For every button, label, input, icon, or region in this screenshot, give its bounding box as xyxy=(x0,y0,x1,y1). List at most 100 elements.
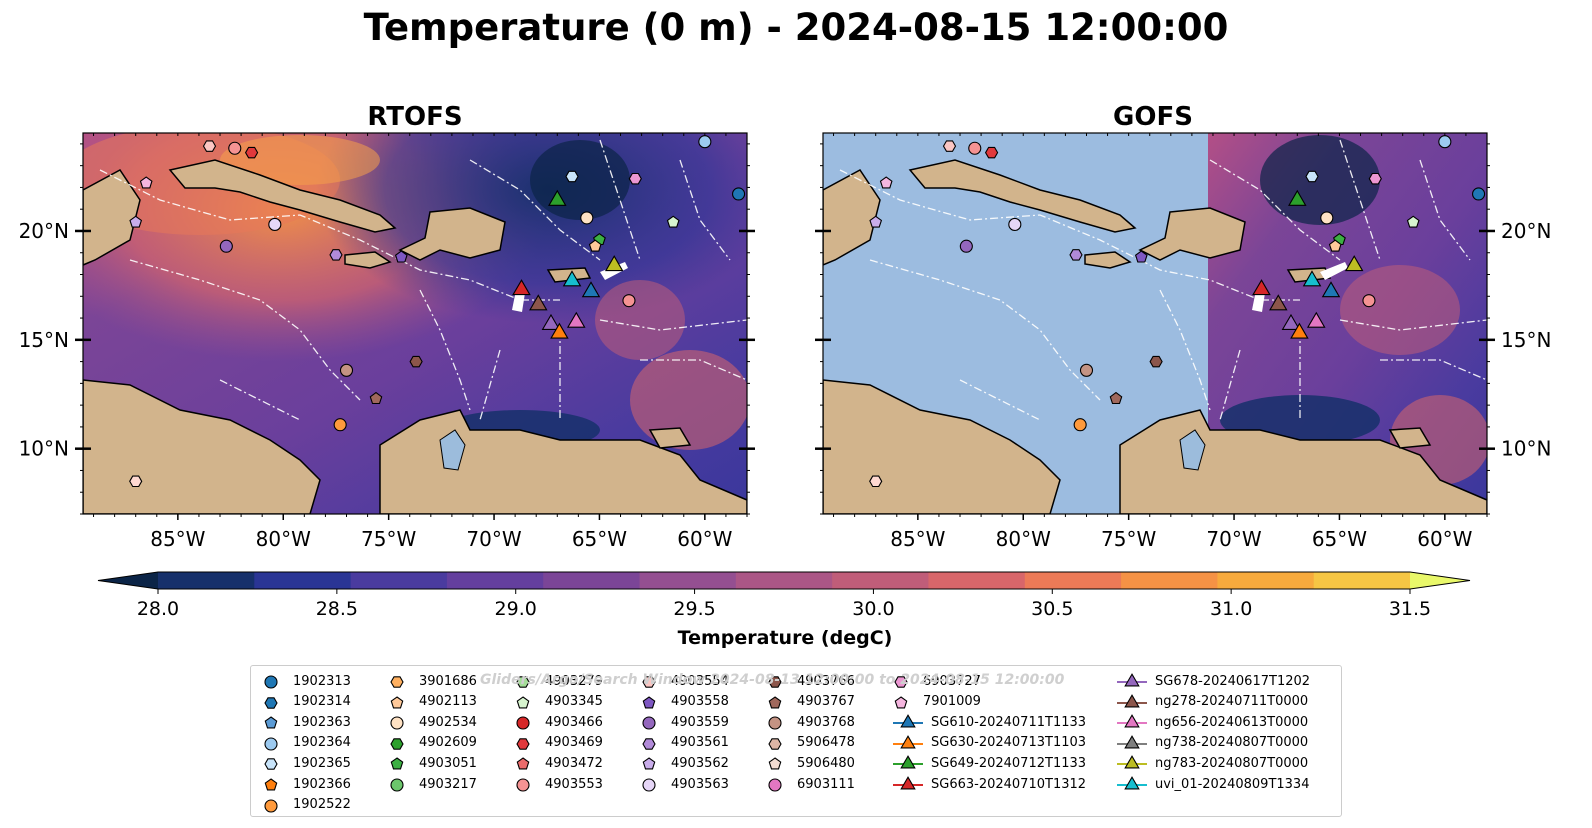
argo-float-marker xyxy=(869,475,883,488)
legend-label: ng783-20240807T0000 xyxy=(1155,755,1309,771)
argo-float-marker xyxy=(869,215,883,228)
colorbar-swatch xyxy=(1217,572,1315,589)
legend-label: 1902365 xyxy=(293,755,351,771)
glider-marker xyxy=(1288,189,1307,206)
argo-float-marker xyxy=(409,355,423,368)
legend-label: 4903217 xyxy=(419,776,477,792)
x-tick-label: 85°W xyxy=(150,527,205,551)
y-tick-label: 15°N xyxy=(19,328,69,352)
legend-label: 4903051 xyxy=(419,755,477,771)
legend-label: 1902313 xyxy=(293,673,351,689)
legend-item: SG610-20240711T1133 xyxy=(891,712,1086,732)
argo-float-marker xyxy=(129,475,143,488)
legend-item: SG630-20240713T1103 xyxy=(891,733,1086,753)
legend-label: ng278-20240711T0000 xyxy=(1155,694,1309,710)
legend-item: 1902365 xyxy=(261,753,351,773)
legend-item: 1902314 xyxy=(261,692,351,712)
legend-marker xyxy=(900,776,916,790)
legend-item: 4903217 xyxy=(387,774,477,794)
legend-item: 5906478 xyxy=(765,733,855,753)
argo-float-marker xyxy=(984,146,999,159)
hexagon-marker-icon xyxy=(390,676,404,688)
colorbar-swatch xyxy=(543,572,641,589)
colorbar-tick-label: 28.5 xyxy=(316,598,358,620)
colorbar-tick-label: 29.5 xyxy=(673,598,715,620)
argo-float-marker xyxy=(1362,294,1376,308)
gofs-y-ticks: 20°N 15°N 10°N xyxy=(815,143,1551,515)
legend-marker xyxy=(768,676,782,688)
legend-marker xyxy=(1124,776,1140,790)
legend-label: 4903279 xyxy=(545,673,603,689)
colorbar-extend-max xyxy=(1410,572,1470,589)
legend-marker xyxy=(768,716,782,730)
circle-marker-icon xyxy=(264,675,278,689)
legend-item: 4902609 xyxy=(387,733,477,753)
legend-label: 1902363 xyxy=(293,714,351,730)
triangle-marker-icon xyxy=(1117,673,1147,687)
legend-label: ng738-20240807T0000 xyxy=(1155,735,1309,751)
legend-marker xyxy=(516,738,530,750)
circle-marker-icon xyxy=(768,778,782,792)
legend-marker xyxy=(516,716,530,730)
legend-label: SG649-20240712T1133 xyxy=(931,755,1087,771)
circle-marker-icon xyxy=(768,716,782,730)
legend-item: ng738-20240807T0000 xyxy=(1115,733,1308,753)
legend-marker xyxy=(390,778,404,792)
argo-float-marker xyxy=(369,391,383,405)
colorbar-swatch xyxy=(446,572,544,589)
legend-item: 4903768 xyxy=(765,712,855,732)
argo-float-marker xyxy=(942,140,957,152)
rtofs-y-ticks: 20°N 15°N 10°N xyxy=(19,143,755,515)
glider-marker xyxy=(512,279,531,296)
colorbar-ticks: 28.0 28.5 29.0 29.5 30.0 30.5 31.0 31.5 xyxy=(137,589,1431,620)
colorbar-tick-label: 30.5 xyxy=(1031,598,1073,620)
legend-label: 4903562 xyxy=(671,755,729,771)
legend-marker xyxy=(1124,734,1140,749)
circle-marker-icon xyxy=(516,778,530,792)
triangle-marker-icon xyxy=(893,714,923,728)
rtofs-float-markers xyxy=(129,135,746,488)
legend-label: 5906478 xyxy=(797,735,855,751)
glider-marker xyxy=(604,255,624,272)
hexagon-marker-icon xyxy=(390,738,404,750)
legend-marker xyxy=(642,695,656,709)
argo-float-marker xyxy=(329,249,343,261)
legend-label: 4903561 xyxy=(671,735,729,751)
argo-float-marker xyxy=(628,172,642,185)
legend-marker xyxy=(516,778,530,792)
legend-label: 4902113 xyxy=(419,694,477,710)
legend-label: SG630-20240713T1103 xyxy=(931,735,1087,751)
legend-item: 4903766 xyxy=(765,671,855,691)
argo-float-marker xyxy=(339,363,354,377)
pentagon-marker-icon xyxy=(516,695,530,709)
argo-float-marker xyxy=(1079,363,1094,377)
legend-item: 4903559 xyxy=(639,712,729,732)
x-tick-label: 75°W xyxy=(1101,527,1156,551)
legend-marker xyxy=(900,714,916,728)
argo-float-marker xyxy=(1073,418,1087,432)
argo-float-marker xyxy=(666,215,680,228)
glider-marker xyxy=(1269,294,1288,311)
rtofs-title: RTOFS xyxy=(367,102,462,132)
rtofs-map xyxy=(83,133,747,514)
legend-marker xyxy=(642,738,656,750)
legend-marker xyxy=(516,757,530,770)
glider-marker xyxy=(1321,281,1341,298)
x-tick-label: 80°W xyxy=(996,527,1051,551)
argo-float-marker xyxy=(219,239,233,253)
colorbar-swatch xyxy=(639,572,737,589)
legend-item: 3901686 xyxy=(387,671,477,691)
legend-item: 5906480 xyxy=(765,753,855,773)
pentagon-marker-icon xyxy=(264,716,278,729)
legend-item: 1902313 xyxy=(261,671,351,691)
argo-float-marker xyxy=(1109,391,1123,405)
pentagon-marker-icon xyxy=(264,778,278,791)
legend-item: 4903472 xyxy=(513,753,603,773)
legend-item: 4903553 xyxy=(513,774,603,794)
gofs-panel: GOFS xyxy=(815,102,1551,551)
triangle-marker-icon xyxy=(1117,714,1147,728)
colorbar-label: Temperature (degC) xyxy=(678,627,893,649)
argo-float-marker xyxy=(1368,172,1382,185)
legend-marker xyxy=(264,799,278,813)
